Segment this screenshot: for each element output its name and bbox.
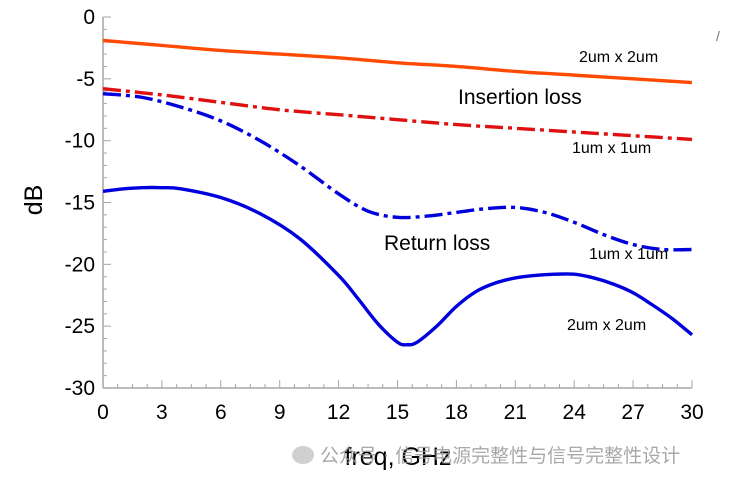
y-tick-label: -20 xyxy=(65,253,95,276)
x-tick-label: 6 xyxy=(215,401,227,424)
y-tick-label: 0 xyxy=(83,6,95,29)
x-tick-label: 21 xyxy=(504,401,527,424)
series-return-loss-1um xyxy=(102,91,693,252)
label-rl-2um: 2um x 2um xyxy=(567,317,646,334)
watermark: 公众号 · 信号电源完整性与信号完整性设计 xyxy=(292,441,680,468)
series-layer xyxy=(102,38,694,347)
x-axis-title: freq, GHz xyxy=(345,443,452,471)
watermark-text: 公众号 · 信号电源完整性与信号完整性设计 xyxy=(320,445,681,467)
axes: 0 3 6 9 12 15 18 21 24 27 30 0 -5 -10 -15 -20 -25 -30 xyxy=(65,6,704,424)
y-tick-label: -30 xyxy=(65,377,95,400)
x-tick-label: 30 xyxy=(680,401,703,424)
y-axis-title: dB xyxy=(20,185,48,216)
x-tick-label: 27 xyxy=(621,401,644,424)
x-tick-label: 12 xyxy=(327,401,350,424)
series-return-loss-2um xyxy=(102,185,694,347)
series-insertion-loss-1um xyxy=(102,87,693,142)
x-tick-label: 3 xyxy=(156,401,168,424)
label-il-1um: 1um x 1um xyxy=(572,140,651,157)
y-tick-label: -5 xyxy=(76,68,95,91)
wechat-icon xyxy=(292,445,314,464)
x-tick-label: 18 xyxy=(445,401,468,424)
label-il-2um: 2um x 2um xyxy=(579,49,658,66)
label-insertion-loss: Insertion loss xyxy=(458,86,582,109)
label-rl-1um: 1um x 1um xyxy=(589,246,668,263)
label-return-loss: Return loss xyxy=(384,232,490,255)
x-tick-label: 0 xyxy=(97,401,109,424)
y-tick-label: -15 xyxy=(65,192,95,215)
series-insertion-loss-2um xyxy=(102,38,693,85)
x-tick-label: 15 xyxy=(386,401,409,424)
x-tick-label: 9 xyxy=(274,401,286,424)
y-tick-label: -25 xyxy=(65,315,95,338)
y-tick-label: -10 xyxy=(65,130,95,153)
annotations: Insertion loss Return loss 2um x 2um 1um x … xyxy=(384,49,668,334)
x-tick-label: 24 xyxy=(563,401,587,424)
corner-mark: / xyxy=(716,28,720,44)
